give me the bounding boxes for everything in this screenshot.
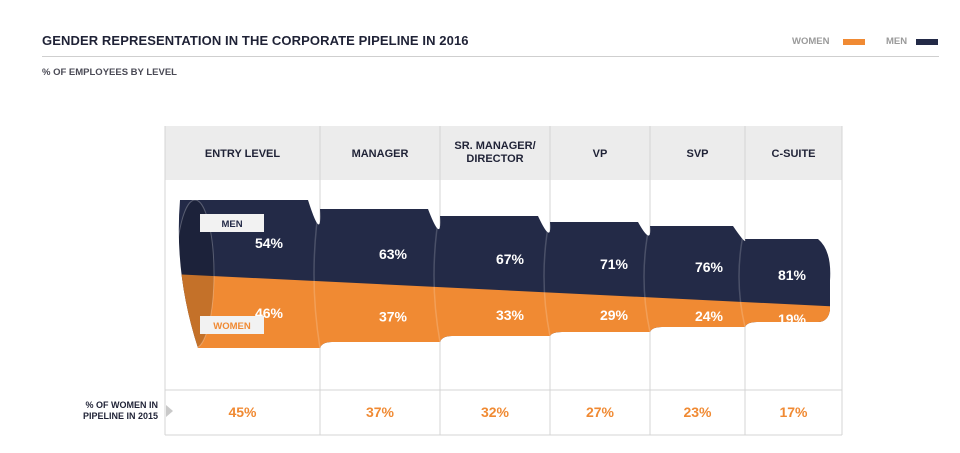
chart-title: GENDER REPRESENTATION IN THE CORPORATE P…: [42, 33, 469, 48]
pipeline-label-line2: PIPELINE IN 2015: [82, 411, 158, 421]
men-value-label: 76%: [695, 259, 724, 275]
title-divider: [42, 56, 939, 57]
pipeline-label-line1: % OF WOMEN IN: [85, 400, 159, 410]
category-label: SR. MANAGER/DIRECTOR: [454, 140, 535, 165]
men-value-label: 71%: [600, 256, 629, 272]
category-label: C-SUITE: [772, 148, 816, 160]
category-label: MANAGER: [352, 148, 409, 160]
legend-men-swatch: [916, 39, 938, 45]
men-value-label: 54%: [255, 235, 284, 251]
category-label: SVP: [686, 148, 708, 160]
pipeline-2015-value: 17%: [779, 404, 808, 420]
legend-men-label: MEN: [886, 36, 908, 47]
pipeline-2015-value: 23%: [683, 404, 712, 420]
women-value-label: 37%: [379, 308, 408, 324]
pipe-opening-rim: [178, 200, 215, 348]
pipeline-2015-value: 27%: [586, 404, 615, 420]
men-value-label: 63%: [379, 246, 408, 262]
pipeline-2015-value: 32%: [481, 404, 510, 420]
women-tag-label: WOMEN: [213, 321, 251, 332]
legend-women-label: WOMEN: [792, 36, 830, 47]
pipeline-arrow-icon: [166, 405, 173, 417]
women-value-label: 29%: [600, 307, 629, 323]
legend-women-swatch: [843, 39, 865, 45]
men-value-label: 67%: [496, 251, 525, 267]
women-value-label: 24%: [695, 308, 724, 324]
women-value-label: 33%: [496, 307, 525, 323]
chart-subtitle: % OF EMPLOYEES BY LEVEL: [42, 67, 177, 78]
pipeline-2015-label: % OF WOMEN IN PIPELINE IN 2015: [40, 400, 158, 422]
category-label: ENTRY LEVEL: [205, 148, 280, 160]
pipeline-2015-value: 37%: [366, 404, 395, 420]
pipeline-2015-value: 45%: [228, 404, 257, 420]
men-tag: [200, 214, 264, 232]
header-band: [165, 126, 842, 180]
men-value-label: 81%: [778, 267, 807, 283]
women-tag: [200, 316, 264, 334]
men-tag-label: MEN: [221, 219, 242, 230]
women-value-label: 19%: [778, 311, 807, 327]
category-label: VP: [593, 148, 608, 160]
